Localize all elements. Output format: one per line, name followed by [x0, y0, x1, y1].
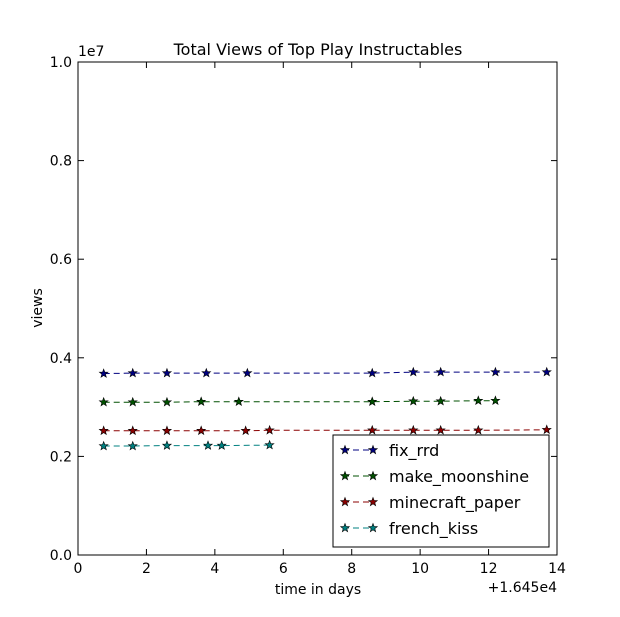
y-tick-label: 0.4	[50, 351, 72, 367]
legend-marker	[367, 470, 379, 481]
x-tick-label: 10	[411, 561, 429, 577]
x-offset-label: +1.645e4	[488, 580, 557, 596]
data-point-star	[367, 396, 378, 407]
x-tick-label: 8	[347, 561, 356, 577]
legend-entry: french_kiss	[339, 519, 478, 539]
data-point-star	[408, 366, 419, 377]
data-point-star	[98, 368, 109, 378]
data-point-star	[490, 366, 501, 377]
data-point-star	[216, 440, 227, 450]
data-point-star	[98, 440, 109, 451]
data-point-star	[127, 425, 138, 436]
data-point-star	[264, 439, 275, 450]
x-tick-label: 12	[480, 561, 498, 577]
data-point-star	[435, 395, 446, 406]
legend-marker	[339, 470, 351, 481]
series-line	[103, 400, 496, 403]
legend: fix_rrd make_moonshine minecraft_paperfren…	[332, 434, 550, 548]
data-point-star	[98, 425, 109, 436]
legend-label: french_kiss	[389, 519, 478, 539]
data-point-star	[490, 395, 501, 406]
legend-label: fix_rrd	[389, 441, 439, 461]
data-point-star	[541, 424, 552, 435]
legend-marker	[339, 496, 351, 507]
legend-marker	[367, 522, 379, 533]
data-point-star	[98, 396, 109, 407]
data-point-star	[367, 424, 378, 435]
x-tick-label: 4	[210, 561, 219, 577]
series-french_kiss	[98, 439, 275, 451]
legend-entry: make_moonshine	[339, 467, 529, 487]
data-point-star	[367, 367, 378, 378]
data-point-star	[161, 440, 173, 450]
data-point-star	[202, 440, 214, 450]
data-point-star	[196, 425, 207, 436]
data-point-star	[233, 396, 244, 407]
data-point-star	[127, 440, 138, 451]
data-point-star	[473, 395, 484, 406]
y-tick-label: 1.0	[50, 55, 72, 71]
series-line	[103, 444, 270, 447]
legend-entry: fix_rrd	[339, 441, 439, 461]
legend-label: make_moonshine	[389, 467, 529, 487]
data-point-star	[161, 396, 173, 407]
y-axis-label: views	[30, 288, 46, 328]
data-point-star	[541, 366, 552, 377]
data-point-star	[242, 367, 253, 378]
x-tick-label: 6	[279, 561, 288, 577]
x-axis-label: time in days	[275, 582, 361, 598]
y-scale-label: 1e7	[78, 44, 104, 60]
data-point-star	[127, 367, 138, 378]
y-tick-label: 0.0	[50, 548, 72, 564]
x-tick-label: 0	[74, 561, 83, 577]
data-point-star	[196, 396, 207, 407]
data-point-star	[435, 366, 446, 377]
plot-area	[98, 366, 552, 451]
data-point-star	[408, 395, 419, 406]
data-point-star	[408, 424, 419, 435]
data-point-star	[201, 367, 212, 378]
legend-marker	[339, 444, 351, 455]
series-line	[103, 371, 547, 375]
chart-title: Total Views of Top Play Instructables	[173, 40, 463, 59]
series-fix_rrd	[98, 366, 552, 378]
series-minecraft_paper	[98, 424, 552, 436]
legend-label: minecraft_paper	[389, 493, 521, 513]
series-make_moonshine	[98, 395, 501, 407]
x-tick-label: 2	[142, 561, 151, 577]
data-point-star	[240, 425, 251, 436]
data-point-star	[435, 424, 446, 435]
legend-marker	[367, 444, 379, 455]
data-point-star	[161, 425, 173, 436]
data-point-star	[264, 424, 275, 435]
y-tick-label: 0.6	[50, 252, 72, 268]
data-point-star	[127, 396, 138, 407]
axes-frame	[77, 61, 558, 556]
legend-marker	[339, 522, 351, 533]
legend-entry: minecraft_paper	[339, 493, 521, 513]
axis-ticks: 0 2 4 6 8 10 12 14 0.0 0.2 0.4 0.6 0.8 1.0	[50, 55, 566, 577]
data-point-star	[161, 367, 173, 378]
x-tick-label: 14	[548, 561, 566, 577]
legend-marker	[367, 496, 379, 507]
y-tick-label: 0.2	[50, 449, 72, 465]
y-tick-label: 0.8	[50, 154, 72, 170]
data-point-star	[473, 424, 484, 435]
